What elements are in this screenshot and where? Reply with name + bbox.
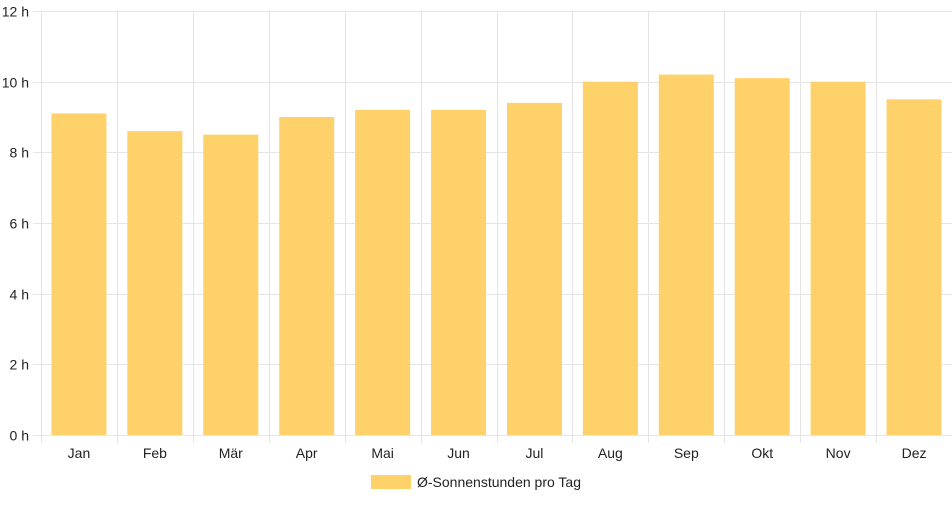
bar[interactable] xyxy=(506,102,562,435)
x-tick-label: Aug xyxy=(598,445,623,461)
bar[interactable] xyxy=(127,131,183,435)
x-tick-label: Nov xyxy=(826,445,851,461)
x-tick-label: Jan xyxy=(68,445,91,461)
y-tick-label: 8 h xyxy=(10,145,29,161)
bar[interactable] xyxy=(203,134,259,435)
bar[interactable] xyxy=(582,81,638,436)
x-tick-label: Okt xyxy=(751,445,773,461)
bar[interactable] xyxy=(51,113,107,435)
bar[interactable] xyxy=(431,109,487,435)
y-tick-label: 2 h xyxy=(10,357,29,373)
legend[interactable]: Ø-Sonnenstunden pro Tag xyxy=(371,474,581,490)
bar-series xyxy=(51,74,942,436)
legend-swatch xyxy=(371,475,411,489)
grid-lines xyxy=(33,11,952,443)
y-tick-label: 4 h xyxy=(10,287,29,303)
legend-label: Ø-Sonnenstunden pro Tag xyxy=(417,474,581,490)
y-tick-label: 10 h xyxy=(2,75,29,91)
x-tick-label: Apr xyxy=(296,445,318,461)
x-tick-label: Dez xyxy=(902,445,927,461)
bar[interactable] xyxy=(658,74,714,435)
bar[interactable] xyxy=(279,117,335,435)
x-tick-label: Jul xyxy=(526,445,544,461)
y-tick-label: 0 h xyxy=(10,428,29,444)
bar[interactable] xyxy=(886,99,942,435)
bar[interactable] xyxy=(810,81,866,436)
x-tick-label: Jun xyxy=(447,445,470,461)
bar[interactable] xyxy=(355,109,411,435)
x-tick-label: Mai xyxy=(371,445,394,461)
y-tick-label: 6 h xyxy=(10,216,29,232)
y-tick-label: 12 h xyxy=(2,4,29,20)
x-tick-label: Feb xyxy=(143,445,167,461)
axes: 0 h 2 h 4 h 6 h 8 h 10 h 12 h Jan Feb Mär Apr Mai Ju… xyxy=(2,4,927,462)
bar[interactable] xyxy=(734,78,790,435)
x-tick-label: Mär xyxy=(219,445,243,461)
x-tick-label: Sep xyxy=(674,445,699,461)
